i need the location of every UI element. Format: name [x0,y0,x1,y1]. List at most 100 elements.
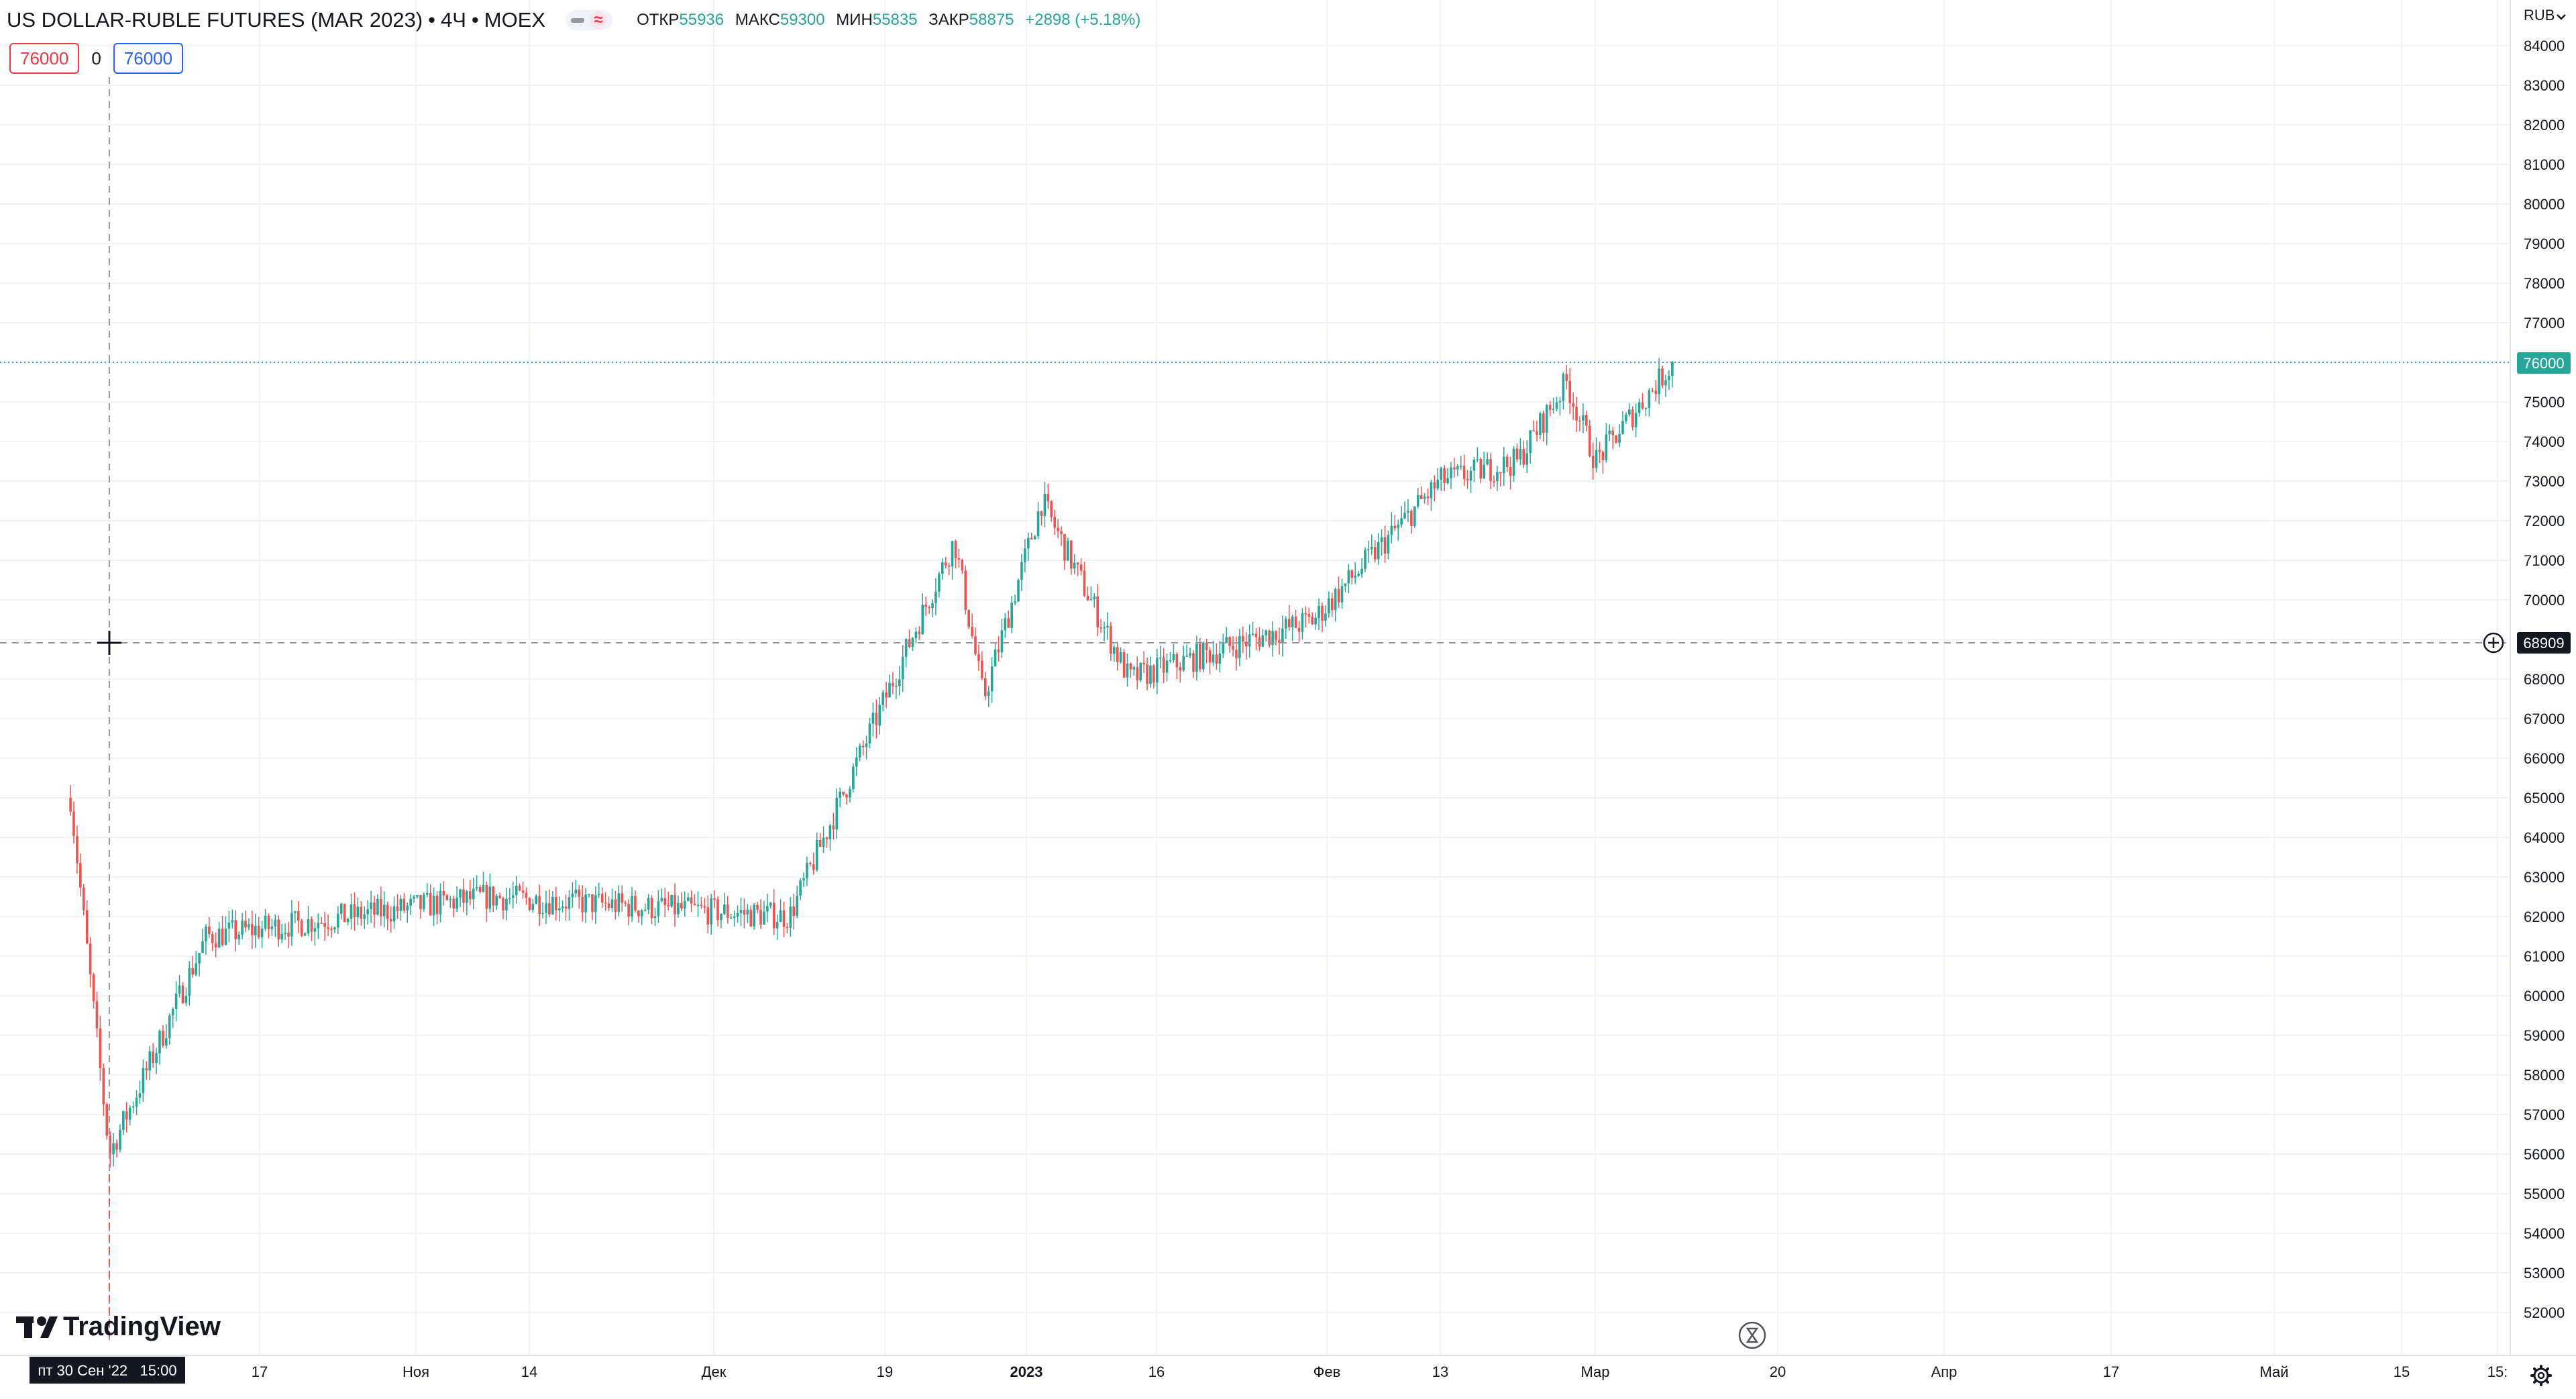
candle[interactable] [871,702,875,737]
candle[interactable] [485,881,488,922]
candle[interactable] [634,890,637,913]
candle[interactable] [1611,427,1615,449]
candle[interactable] [1182,645,1185,672]
candle[interactable] [79,853,82,896]
candle[interactable] [492,886,495,913]
candle[interactable] [389,906,392,933]
candle[interactable] [548,889,551,917]
candle[interactable] [733,911,736,927]
candle[interactable] [677,895,680,918]
candle[interactable] [1529,429,1532,464]
candle[interactable] [1493,475,1495,487]
candle[interactable] [1436,468,1440,491]
candle[interactable] [1199,637,1201,672]
candle[interactable] [251,910,254,949]
candle[interactable] [1152,664,1155,689]
candle[interactable] [1324,605,1327,627]
candle[interactable] [588,893,590,898]
candle[interactable] [564,894,568,921]
candle[interactable] [1568,368,1572,414]
candle[interactable] [818,833,822,847]
candle[interactable] [1407,499,1409,523]
candle[interactable] [729,913,733,919]
candle[interactable] [366,900,369,925]
candle[interactable] [861,740,865,756]
candle[interactable] [382,891,386,927]
candle[interactable] [594,886,597,924]
candle[interactable] [1046,483,1050,509]
candle[interactable] [743,898,746,929]
candle[interactable] [1469,466,1472,493]
candle[interactable] [568,890,571,921]
tradingview-watermark[interactable]: TradingView [16,1312,221,1341]
candle[interactable] [184,987,188,1006]
candle[interactable] [792,893,796,930]
candle[interactable] [423,892,425,913]
candle[interactable] [1189,647,1191,659]
candle[interactable] [1426,488,1430,506]
candle[interactable] [759,899,762,929]
candle[interactable] [1641,393,1644,410]
candle[interactable] [198,952,201,976]
candle[interactable] [574,880,578,898]
candle[interactable] [495,893,498,911]
candle[interactable] [168,1013,171,1045]
candle[interactable] [696,891,700,917]
candle[interactable] [1014,594,1016,606]
candle[interactable] [990,657,994,703]
candle[interactable] [264,909,267,931]
candle[interactable] [171,1007,174,1029]
candle[interactable] [462,878,465,913]
candle[interactable] [181,982,184,1004]
candle[interactable] [72,801,75,844]
candle[interactable] [152,1043,154,1068]
candle[interactable] [938,571,941,598]
candle[interactable] [1367,540,1370,563]
candle[interactable] [753,903,755,930]
gear-icon[interactable] [2530,1365,2552,1386]
candle[interactable] [825,836,828,848]
candle[interactable] [505,887,508,921]
candle[interactable] [1450,462,1452,489]
candle[interactable] [554,886,557,921]
candle[interactable] [885,681,888,708]
candle[interactable] [1089,586,1093,601]
candle[interactable] [1294,609,1297,629]
candle[interactable] [472,878,475,910]
candle[interactable] [640,909,643,925]
candle[interactable] [1483,452,1486,479]
candle[interactable] [1242,626,1244,654]
candle[interactable] [1433,475,1436,502]
candle[interactable] [987,686,990,707]
candle[interactable] [1129,662,1132,678]
candle[interactable] [1033,535,1036,540]
candle[interactable] [845,793,848,805]
candle[interactable] [806,856,808,886]
candle[interactable] [1020,554,1023,591]
candle[interactable] [267,913,270,939]
candle[interactable] [1373,539,1377,562]
candle[interactable] [1139,662,1142,682]
candle[interactable] [1307,607,1311,624]
candle[interactable] [1218,641,1222,673]
candle[interactable] [1572,392,1574,420]
candle[interactable] [1159,645,1162,668]
candle[interactable] [1371,534,1373,556]
candle[interactable] [538,884,541,927]
candle[interactable] [769,901,772,909]
candle[interactable] [162,1025,164,1048]
chevron-down-icon[interactable] [2557,14,2566,20]
candle[interactable] [607,896,610,912]
candle[interactable] [1126,653,1129,687]
candle[interactable] [1462,454,1466,486]
candle[interactable] [786,923,789,934]
candle[interactable] [432,887,435,926]
candle[interactable] [657,890,660,923]
candle[interactable] [1215,643,1218,670]
candle[interactable] [1030,532,1033,540]
candle[interactable] [1297,621,1301,642]
candle[interactable] [700,896,703,909]
candle[interactable] [1053,509,1056,535]
candle[interactable] [914,627,918,643]
candle[interactable] [1347,564,1350,594]
